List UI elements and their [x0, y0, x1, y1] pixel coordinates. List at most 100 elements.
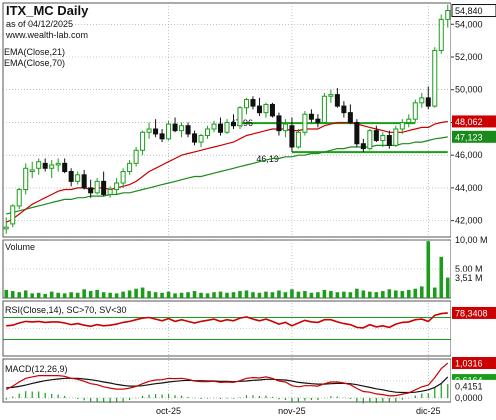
candle-body [16, 189, 22, 207]
vol-pane-frame [2, 239, 452, 299]
candle-body [29, 169, 35, 173]
volume-bar [134, 288, 138, 298]
rsi-line [6, 312, 448, 329]
volume-bar [322, 289, 327, 298]
candle-body [341, 105, 347, 114]
macd-pane [5, 362, 449, 404]
ema70-tag-box [452, 130, 496, 143]
candle-body [133, 149, 139, 164]
volume-bar [413, 288, 418, 298]
candle-body [425, 97, 431, 107]
candle-body [107, 189, 113, 195]
volume-bar [277, 290, 281, 298]
last-price-tag: 54,840 [455, 6, 483, 16]
volume-bar [49, 291, 54, 298]
volume-bar [95, 289, 99, 298]
volume-bar [426, 241, 431, 298]
candle-body [269, 103, 275, 117]
candle-body [55, 162, 61, 166]
volume-bar [199, 292, 203, 298]
candle-body [198, 135, 204, 143]
rsi-title: RSI(Close,14), SC>70, SV<30 [5, 305, 127, 315]
volume-bar [316, 292, 320, 298]
macd-signal-line [6, 376, 449, 394]
volume-bar [439, 256, 444, 298]
candle-body [250, 99, 256, 107]
candle-body [276, 115, 282, 132]
volume-bar [43, 293, 47, 298]
volume-tick-label: 10,00 M [455, 235, 488, 245]
candle-body [256, 105, 262, 114]
volume-bar [153, 292, 158, 298]
candle-body [282, 123, 288, 132]
volume-bar [244, 290, 249, 298]
candle-body [217, 123, 224, 133]
volume-bar [101, 292, 106, 298]
volume-bar [348, 292, 353, 298]
ema70-line [6, 136, 448, 215]
volume-bar [355, 288, 359, 298]
volume-bar [445, 277, 450, 298]
histogram-last-tag: 0,4151 [455, 381, 483, 391]
chart-title: ITX_MC Daily [6, 3, 89, 18]
macd-tick-label: 0,0000 [455, 393, 483, 403]
volume-bar [62, 293, 67, 298]
volume-bar [212, 292, 216, 298]
candle-body [263, 103, 269, 114]
candle-body [36, 161, 42, 169]
volume-last-tag-box [452, 271, 496, 284]
volume-bar [238, 291, 242, 298]
candle-body [334, 94, 340, 107]
macd-title: MACD(12,26,9) [5, 364, 68, 374]
price-tick-label: 44,000 [455, 183, 483, 193]
volume-bar [192, 291, 197, 298]
macd-last-tag: 1,0316 [455, 359, 483, 369]
volume-bar [10, 291, 15, 298]
candle-body [185, 125, 191, 135]
candle-body [230, 121, 237, 127]
candle-body [321, 95, 327, 123]
candle-body [146, 128, 152, 133]
volume-bar [4, 289, 9, 298]
volume-bar [147, 291, 151, 298]
candle-body [120, 171, 126, 184]
volume-bar [394, 290, 398, 298]
candle-body [172, 123, 178, 132]
candle-body [23, 167, 29, 191]
price-pane: 47,9646,19 [3, 4, 451, 234]
candle-body [159, 133, 165, 140]
candle-body [406, 118, 412, 123]
candle-body [445, 10, 451, 20]
volume-bar [69, 292, 73, 298]
histogram-last-tag-box [452, 379, 496, 392]
volume-bar [387, 289, 392, 298]
volume-bar [342, 291, 346, 298]
candle-body [211, 123, 217, 130]
volume-bar [303, 291, 307, 298]
volume-bar [335, 292, 340, 298]
rsi-pane-frame [2, 300, 452, 357]
candle-body [94, 180, 100, 194]
price-tick-label: 52,000 [455, 52, 483, 62]
candle-body [367, 130, 373, 150]
volume-bar [114, 293, 119, 298]
volume-bar [400, 291, 405, 298]
candle-body [347, 112, 353, 123]
candle-body [360, 143, 366, 150]
candle-body [315, 118, 321, 123]
candle-body [328, 94, 334, 97]
candle-body [192, 133, 198, 143]
candle-body [419, 97, 425, 104]
candle-body [380, 135, 386, 141]
volume-bar [432, 287, 437, 298]
candle-body [432, 49, 438, 107]
candle-body [438, 18, 444, 51]
ema70-legend: EMA(Close,70) [4, 58, 65, 68]
ema70-tag: 47,123 [455, 132, 483, 142]
x-tick-label: nov-25 [278, 406, 306, 416]
volume-bar [186, 292, 190, 298]
volume-bar [140, 287, 145, 298]
volume-bar [264, 291, 268, 298]
candle-body [295, 131, 301, 148]
